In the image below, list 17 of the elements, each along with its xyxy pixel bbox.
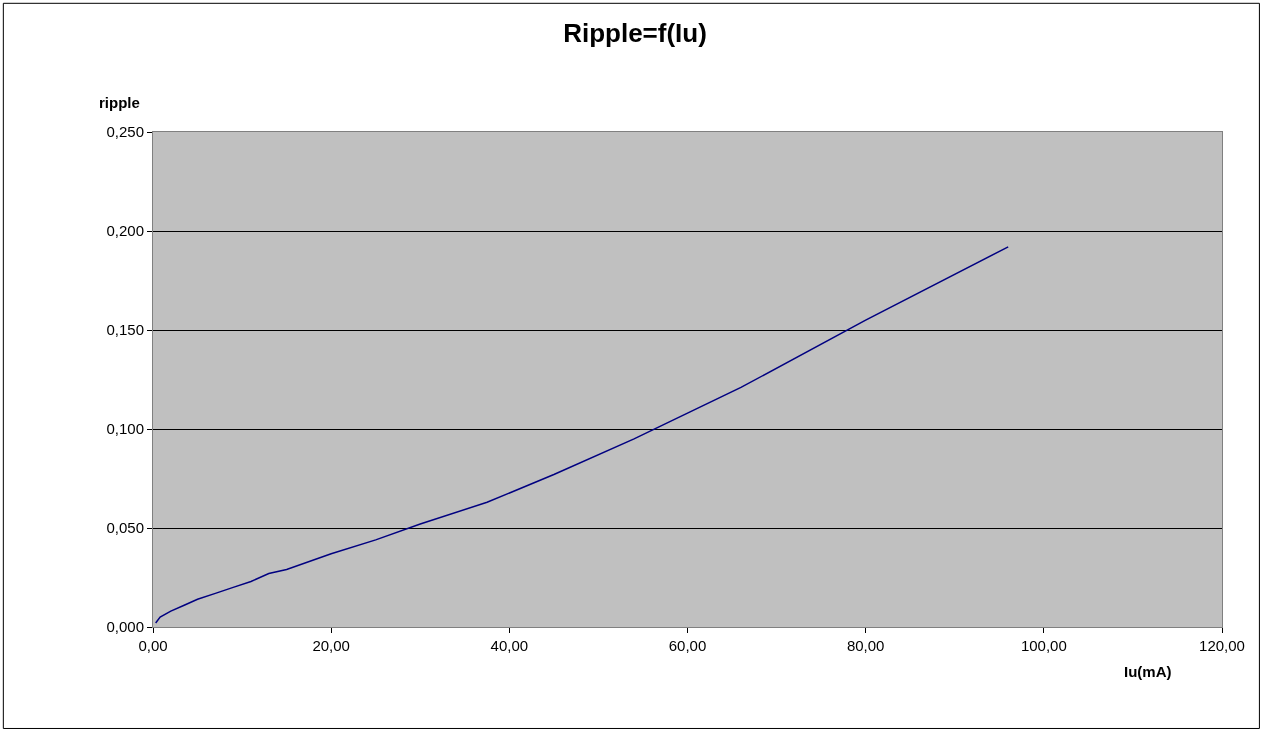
y-tick-label: 0,250 [106,123,144,141]
y-tick-label: 0,050 [106,519,144,537]
y-axis-title: ripple [99,94,140,111]
y-tick-label: 0,100 [106,420,144,438]
x-tick-label: 100,00 [1020,637,1067,654]
x-tick-label: 120,00 [1199,637,1245,654]
y-tick-label: 0,200 [106,222,144,240]
x-tick-label: 40,00 [490,637,529,654]
chart-title: Ripple=f(Iu) [563,18,707,49]
x-tick-label: 0,00 [138,637,168,654]
x-tick-label: 20,00 [312,637,350,654]
y-tick-label: 0,000 [106,618,144,636]
x-axis-title: Iu(mA) [1124,663,1172,680]
line-series [154,246,1009,624]
x-tick-label: 60,00 [668,637,707,654]
y-tick-label: 0,150 [106,321,144,339]
x-tick-label: 80,00 [846,637,885,654]
